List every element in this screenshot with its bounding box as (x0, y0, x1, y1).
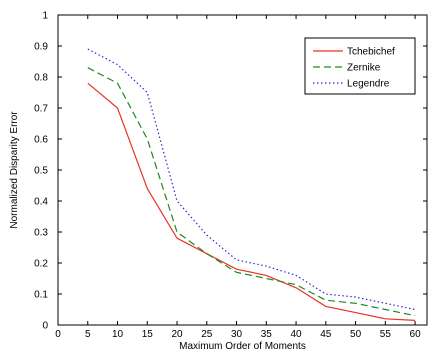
series-line-tchebichef (87, 82, 416, 321)
y-tick-label: 0.5 (34, 166, 48, 177)
x-tick-label: 10 (112, 329, 124, 340)
legend-label: Tchebichef (347, 47, 395, 58)
x-tick-label: 50 (350, 329, 362, 340)
x-tick-label: 30 (231, 329, 243, 340)
x-axis-title: Maximum Order of Moments (179, 341, 306, 352)
x-tick-label: 5 (85, 329, 91, 340)
y-tick-label: 0.6 (34, 135, 48, 146)
legend-box (304, 37, 416, 95)
x-tick-label: 15 (142, 329, 154, 340)
y-tick-label: 0.3 (34, 228, 48, 239)
series-line-zernike (87, 67, 416, 317)
x-tick-label: 20 (171, 329, 183, 340)
x-tick-label: 45 (320, 329, 332, 340)
x-tick-label: 60 (410, 329, 422, 340)
y-tick-label: 0.7 (34, 104, 48, 115)
y-tick-label: 0.4 (34, 197, 48, 208)
x-tick-label: 35 (261, 329, 273, 340)
x-tick-label: 25 (201, 329, 213, 340)
y-tick-label: 0.8 (34, 73, 48, 84)
y-tick-label: 0.2 (34, 259, 48, 270)
y-tick-label: 0 (42, 321, 48, 332)
legend: Tchebichef Zernike Legendre (304, 37, 416, 95)
y-tick-label: 1 (42, 11, 48, 22)
y-tick-label: 0.1 (34, 290, 48, 301)
x-tick-label: 55 (380, 329, 392, 340)
x-tick-label: 40 (291, 329, 303, 340)
y-axis-title: Normalized Disparity Error (9, 111, 20, 229)
y-tick-label: 0.9 (34, 42, 48, 53)
axis-ticks: 0 5 10 15 20 25 30 35 40 45 50 55 60 0 0.1 0.2 0.3 0.4 0.5… (34, 11, 427, 340)
legend-label: Legendre (347, 79, 390, 90)
series-lines (87, 48, 416, 321)
legend-label: Zernike (347, 63, 381, 74)
x-tick-label: 0 (55, 329, 61, 340)
